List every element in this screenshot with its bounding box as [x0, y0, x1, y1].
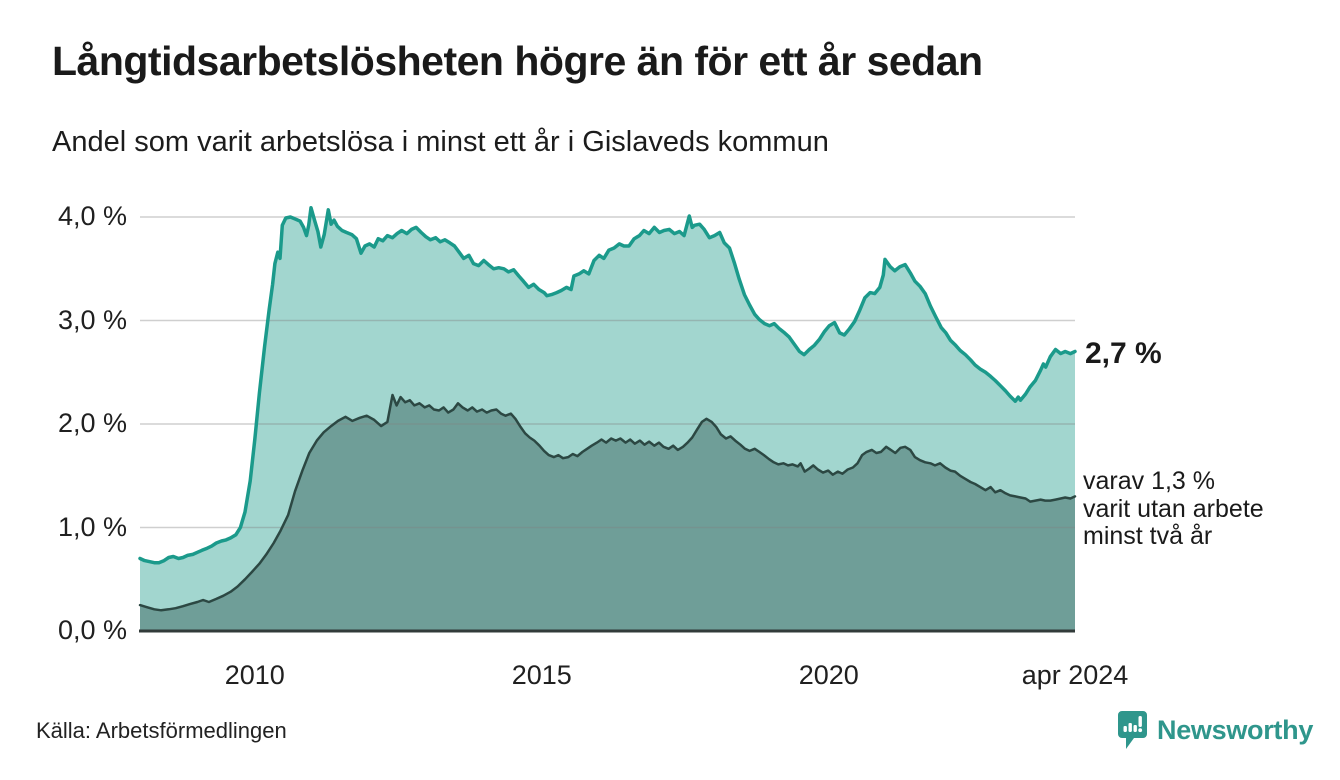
secondary-annotation-line2: varit utan arbete	[1083, 494, 1264, 523]
y-axis-tick-label: 0,0 %	[57, 615, 127, 645]
y-axis-tick-label: 3,0 %	[57, 304, 127, 335]
series-fill-0	[140, 207, 1075, 631]
secondary-annotation-line1: varav 1,3 %	[1083, 467, 1216, 495]
page-title: Långtidsarbetslösheten högre än för ett …	[52, 38, 983, 84]
brand-wordmark: Newsworthy	[1157, 715, 1314, 745]
source-credit: Källa: Arbetsförmedlingen	[36, 718, 287, 743]
x-axis-tick-label: 2020	[798, 660, 859, 690]
page-subtitle: Andel som varit arbetslösa i minst ett å…	[52, 126, 829, 158]
x-axis-tick-label: 2010	[224, 660, 285, 690]
series-fill-1	[140, 395, 1075, 631]
secondary-value-annotation: varav 1,3 % varit utan arbete minst två …	[1083, 467, 1264, 551]
x-axis-tick-label: 2015	[511, 660, 572, 690]
brand-logo: Newsworthy	[1117, 710, 1313, 752]
series-line-1	[138, 393, 1077, 612]
y-axis-tick-label: 1,0 %	[57, 511, 127, 542]
series-line-0	[138, 205, 1077, 565]
latest-value-annotation: 2,7 %	[1085, 337, 1162, 370]
secondary-annotation-line3: minst två år	[1083, 522, 1213, 550]
newsworthy-logo-icon	[1118, 711, 1147, 749]
x-axis-tick-label: apr 2024	[1021, 660, 1129, 690]
y-axis-tick-label: 2,0 %	[57, 408, 127, 438]
y-axis-tick-label: 4,0 %	[57, 201, 127, 231]
